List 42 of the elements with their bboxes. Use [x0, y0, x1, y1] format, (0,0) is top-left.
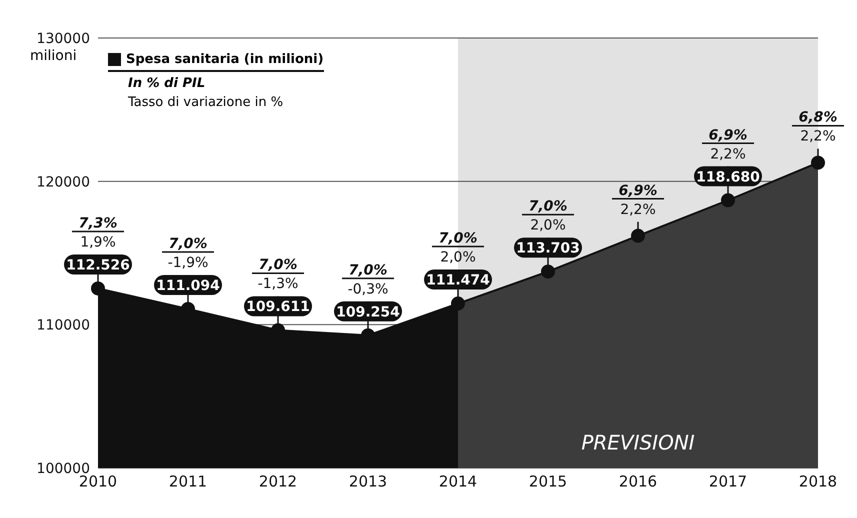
x-tick-label: 2013	[348, 472, 388, 491]
annotation: 7,0%	[258, 257, 298, 274]
x-tick-label: 2016	[618, 472, 658, 491]
annotation: In % di PIL	[128, 76, 206, 91]
annotation: 2,0%	[440, 250, 476, 266]
x-tick-label: 2018	[798, 472, 838, 491]
annotation: 7,0%	[528, 198, 568, 215]
y-axis-title: milioni	[30, 48, 77, 64]
band-label: PREVISIONI	[581, 430, 695, 454]
data-label: 111.094	[156, 278, 220, 294]
annotation: 6,9%	[708, 127, 748, 144]
y-tick-label: 110000	[36, 318, 90, 334]
annotation: 6,9%	[618, 182, 658, 199]
annotation: 6,8%	[798, 110, 838, 126]
annotation: 7,0%	[348, 262, 388, 278]
y-tick-label: 130000	[36, 30, 90, 47]
annotation: -0,3%	[348, 281, 388, 298]
data-label: 109.611	[246, 299, 310, 316]
x-tick-label: 2017	[708, 472, 748, 491]
annotation: Tasso di variazione in %	[128, 95, 284, 110]
x-tick-label: 2015	[528, 472, 568, 491]
annotation: -1,3%	[258, 276, 298, 292]
data-label: 113.703	[516, 240, 580, 257]
annotation: 1,9%	[80, 234, 116, 250]
annotation: 2,0%	[530, 218, 566, 234]
annotation: 7,0%	[168, 236, 208, 252]
legend-label: Spesa sanitaria (in milioni)	[126, 52, 324, 67]
annotation: 2,2%	[710, 146, 746, 162]
data-label: 118.680	[696, 169, 760, 186]
annotation: 7,0%	[438, 230, 478, 247]
x-tick-label: 2012	[258, 472, 298, 491]
x-tick-label: 2011	[168, 472, 208, 491]
data-label: 112.526	[66, 257, 130, 274]
annotation: 7,3%	[78, 215, 118, 232]
x-tick-label: 2010	[78, 472, 118, 491]
annotation: -1,9%	[168, 254, 208, 271]
y-tick-label: 120000	[36, 174, 90, 190]
x-tick-label: 2014	[438, 472, 478, 491]
data-label: 111.474	[426, 272, 490, 289]
annotation: 2,2%	[800, 128, 836, 145]
data-label: 109.254	[336, 304, 400, 320]
annotation: 2,2%	[620, 202, 656, 218]
